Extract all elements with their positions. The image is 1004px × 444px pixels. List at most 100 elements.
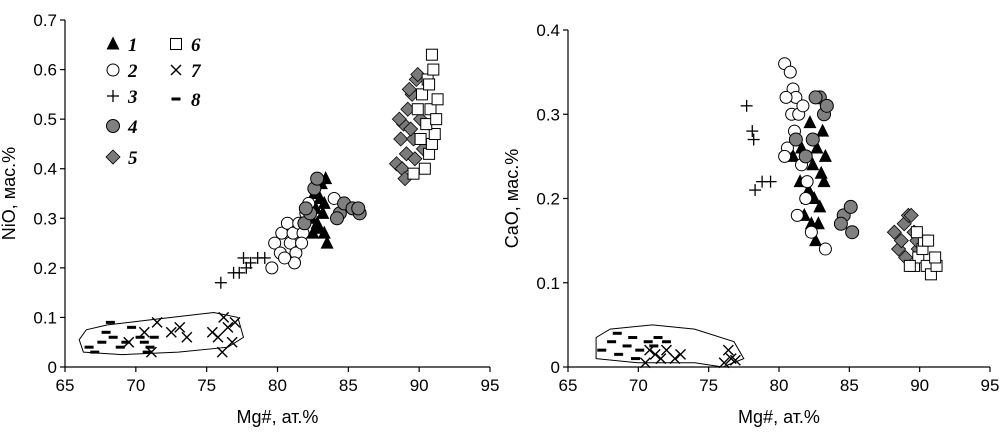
data-point [922, 234, 935, 247]
data-point [597, 348, 607, 352]
data-point [749, 184, 762, 197]
data-point [139, 340, 149, 344]
y-tick-label: 0 [551, 358, 560, 377]
data-point [833, 216, 848, 231]
legend-label: 6 [191, 35, 201, 56]
data-point [425, 48, 438, 61]
data-point [929, 251, 942, 264]
x-tick-label: 65 [559, 376, 578, 395]
data-point [320, 235, 334, 249]
series-3 [740, 99, 777, 197]
data-point [814, 165, 828, 179]
data-point [622, 344, 632, 348]
data-point [804, 225, 818, 239]
y-tick-label: 0.4 [33, 160, 57, 179]
legend-marker [170, 64, 182, 76]
series-2 [265, 191, 341, 275]
legend-item-4: 4 [106, 117, 138, 138]
legend-marker [106, 63, 120, 77]
data-point [655, 353, 667, 365]
data-point [142, 350, 152, 354]
data-point [811, 216, 825, 230]
legend-label: 7 [191, 61, 202, 82]
y-tick-label: 0.6 [33, 61, 57, 80]
legend-marker [105, 149, 121, 165]
data-point [816, 123, 830, 137]
data-point [740, 99, 753, 112]
legend-marker [170, 38, 182, 50]
data-point [306, 225, 320, 239]
data-point [628, 336, 638, 340]
data-point [165, 326, 177, 338]
data-point [809, 233, 823, 247]
series-8 [597, 331, 671, 361]
data-point [818, 148, 832, 162]
data-point [424, 103, 437, 116]
data-point [145, 345, 155, 349]
data-point [845, 225, 860, 240]
y-tick-label: 0.2 [536, 190, 560, 209]
legend-label: 2 [127, 61, 138, 82]
data-point [258, 251, 271, 264]
y-tick-label: 0.3 [33, 209, 57, 228]
data-point [903, 259, 916, 272]
y-tick-label: 0.7 [33, 11, 57, 30]
series-6 [407, 48, 444, 180]
x-tick-label: 80 [770, 376, 789, 395]
legend-marker [106, 36, 120, 50]
legend-item-7: 7 [170, 61, 202, 82]
data-point [746, 125, 759, 138]
data-point [298, 201, 313, 216]
data-point [226, 336, 238, 348]
data-point [265, 261, 279, 275]
y-axis-title: NiO, мас.% [0, 147, 19, 240]
legend-marker [171, 97, 181, 101]
data-point [351, 201, 366, 216]
data-point [788, 132, 803, 147]
series-4 [788, 90, 860, 240]
cao-vs-mg-chart: 65 70 75 80 85 90 95 0 0.1 0.2 0.3 0.4 Mg#, ат.% CaO,… [502, 21, 999, 427]
x-tick-label: 85 [339, 376, 358, 395]
data-point [799, 192, 813, 205]
data-point [135, 335, 145, 339]
data-point [233, 266, 246, 279]
data-point [607, 340, 617, 344]
x-axis-title: Mg#, ат.% [738, 407, 820, 427]
legend-label: 1 [128, 35, 138, 56]
data-point [747, 133, 760, 146]
data-point [418, 162, 431, 175]
data-point [893, 233, 909, 249]
x-tick-label: 95 [981, 376, 1000, 395]
y-tick-label: 0.3 [536, 105, 560, 124]
data-point [416, 88, 428, 101]
data-point [237, 251, 250, 264]
data-point [653, 336, 663, 340]
data-point [407, 151, 423, 167]
y-tick-label: 0 [48, 358, 57, 377]
x-tick-label: 95 [481, 376, 500, 395]
data-point [90, 350, 100, 354]
series-8 [84, 320, 159, 354]
legend-item-8: 8 [171, 90, 201, 111]
data-point [910, 226, 923, 239]
legend-label: 5 [128, 148, 138, 169]
data-point [403, 121, 419, 137]
data-point [410, 66, 426, 83]
data-point [330, 211, 344, 226]
legend-label: 4 [127, 117, 138, 138]
data-point [244, 256, 257, 269]
data-point [819, 98, 834, 113]
y-tick-label: 0.2 [33, 259, 57, 278]
data-point [810, 140, 824, 154]
data-point [675, 348, 687, 360]
legend-item-2: 2 [106, 61, 138, 82]
data-point [729, 354, 741, 366]
data-point [425, 137, 438, 150]
data-point [127, 325, 137, 329]
series-7 [639, 344, 741, 369]
nio-vs-mg-chart: 65 70 75 80 85 90 9500.10.20.30.40.50.60.7Mg#,… [0, 11, 499, 427]
x-tick-label: 70 [629, 376, 648, 395]
y-tick-label: 0.4 [536, 21, 560, 40]
legend-label: 3 [127, 87, 138, 108]
data-point [427, 63, 440, 76]
